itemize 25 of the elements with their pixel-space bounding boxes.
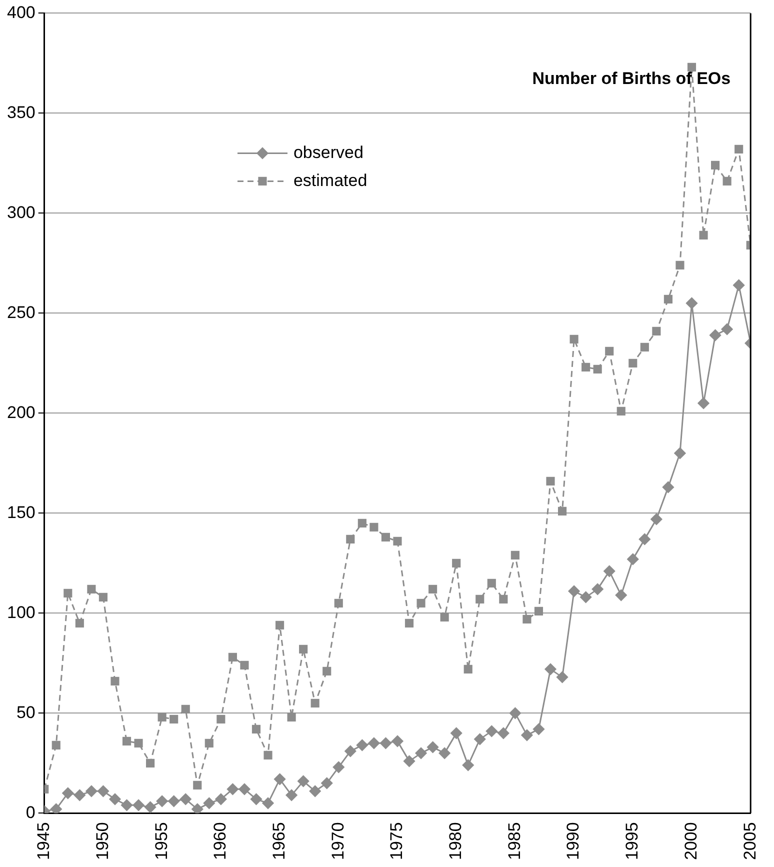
y-tick-label: 350 bbox=[6, 102, 36, 122]
y-tick-label: 50 bbox=[16, 702, 36, 722]
x-tick-label: 1980 bbox=[446, 822, 466, 860]
x-tick-label: 1945 bbox=[34, 822, 54, 860]
legend-label: observed bbox=[293, 142, 364, 162]
x-tick-label: 1990 bbox=[564, 822, 583, 860]
x-tick-label: 1965 bbox=[269, 822, 288, 860]
y-tick-label: 300 bbox=[6, 202, 36, 222]
y-tick-label: 200 bbox=[6, 402, 36, 422]
text: Number of Births of EOs bbox=[532, 68, 731, 88]
y-tick-label: 0 bbox=[26, 802, 36, 822]
y-tick-label: 250 bbox=[6, 302, 36, 322]
x-tick-label: 2000 bbox=[681, 822, 700, 860]
y-tick-label: 150 bbox=[6, 502, 36, 522]
x-tick-label: 1970 bbox=[328, 822, 348, 860]
x-tick-label: 1960 bbox=[210, 822, 230, 860]
y-tick-label: 400 bbox=[6, 2, 36, 22]
x-tick-label: 2005 bbox=[740, 822, 760, 860]
x-tick-label: 1950 bbox=[92, 822, 112, 860]
x-tick-label: 1995 bbox=[622, 822, 642, 860]
x-tick-label: 1975 bbox=[387, 822, 406, 860]
x-tick-label: 1955 bbox=[152, 822, 171, 860]
y-tick-label: 100 bbox=[6, 602, 36, 622]
x-tick-label: 1985 bbox=[504, 822, 524, 860]
legend-label: estimated bbox=[293, 170, 368, 190]
